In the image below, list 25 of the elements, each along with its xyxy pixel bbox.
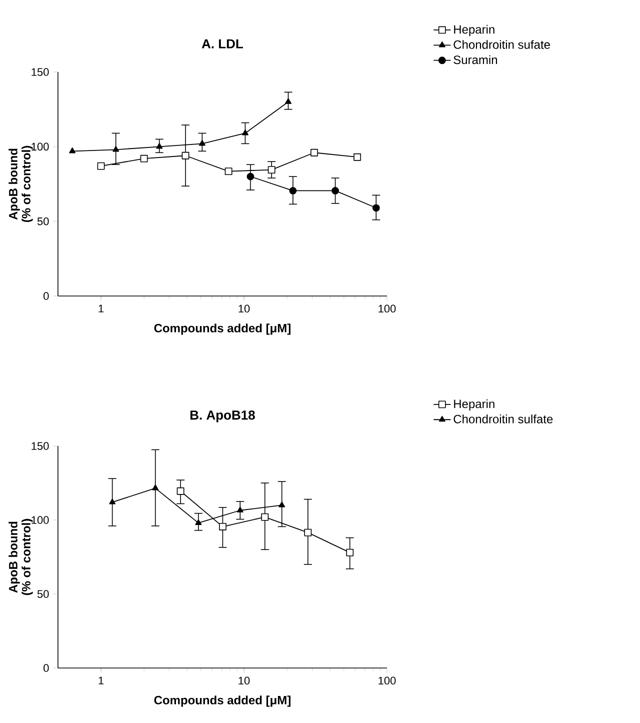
x-tick-label: 100	[378, 304, 396, 313]
chart-title: A. LDL	[202, 39, 243, 48]
x-axis-title: Compounds added [μM]	[154, 696, 290, 707]
legend-label: Chondroitin sulfate	[454, 414, 553, 424]
legend-label: Heparin	[454, 24, 494, 36]
y-axis-title: ApoB bound (% of control)	[8, 518, 33, 596]
legend-label: Suramin	[454, 55, 498, 64]
y-tick-label: 100	[32, 142, 49, 151]
y-tick-label: 150	[32, 68, 49, 76]
x-tick-label: 100	[378, 676, 396, 685]
y-tick-label: 150	[32, 442, 49, 450]
y-tick-label: 0	[44, 664, 49, 672]
x-tick-label: 1	[98, 304, 104, 312]
x-tick-label: 1	[98, 676, 104, 684]
y-tick-label: 0	[44, 292, 49, 300]
chart-title: B. ApoB18	[190, 410, 255, 422]
y-tick-label: 100	[32, 516, 49, 524]
y-axis-title: ApoB bound (% of control)	[8, 146, 33, 222]
x-axis-title: Compounds added [μM]	[154, 324, 290, 335]
x-tick-label: 10	[238, 676, 250, 685]
y-tick-label: 50	[37, 217, 49, 226]
legend-label: Chondroitin sufate	[454, 40, 550, 49]
x-tick-label: 10	[238, 304, 250, 313]
legend-label: Heparin	[454, 399, 494, 411]
y-tick-label: 50	[37, 590, 49, 598]
